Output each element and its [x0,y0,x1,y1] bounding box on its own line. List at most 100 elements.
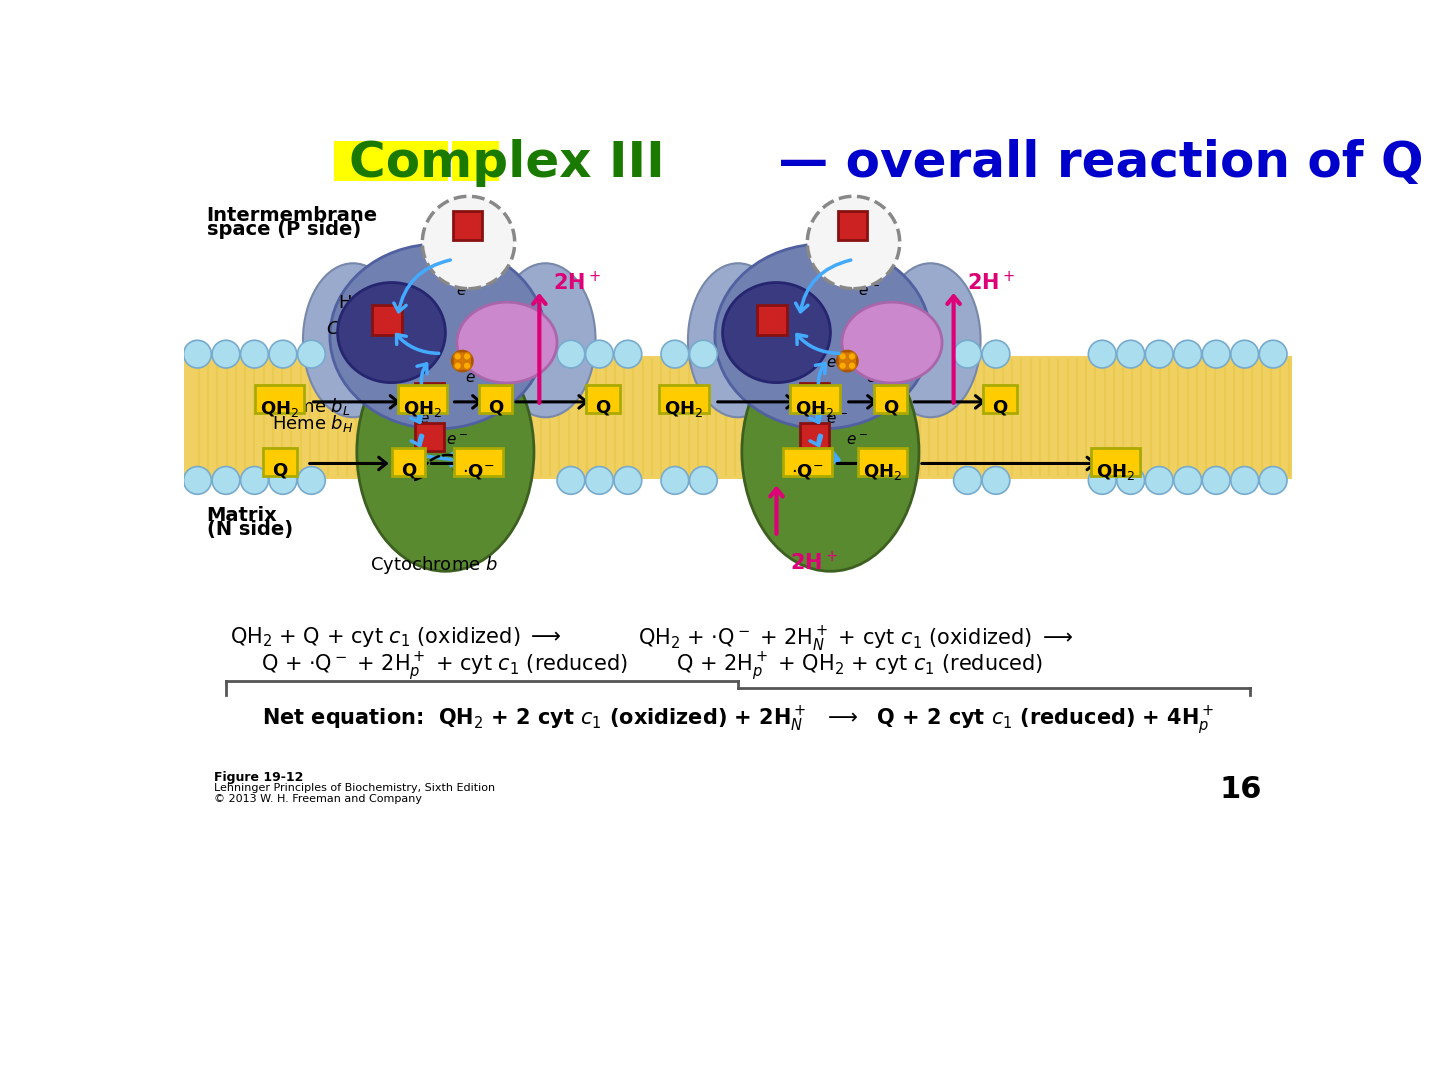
Circle shape [1202,467,1230,495]
FancyBboxPatch shape [454,211,482,240]
Circle shape [1260,341,1287,368]
FancyBboxPatch shape [452,141,500,181]
FancyBboxPatch shape [1090,448,1140,476]
Text: Q + $\cdot$Q$^-$ + 2H$^+_p$ + cyt $c_1$ (reduced): Q + $\cdot$Q$^-$ + 2H$^+_p$ + cyt $c_1$ … [261,650,628,683]
Circle shape [240,341,268,368]
Circle shape [613,467,642,495]
Text: Q: Q [883,398,899,417]
Text: Net equation:  QH$_2$ + 2 cyt $c_1$ (oxidized) + 2H$^+_N$  $\longrightarrow$  Q : Net equation: QH$_2$ + 2 cyt $c_1$ (oxid… [262,705,1214,737]
Circle shape [269,467,297,495]
Text: $e^-$: $e^-$ [825,356,848,371]
Circle shape [464,352,471,360]
FancyBboxPatch shape [334,141,448,181]
Ellipse shape [723,283,831,382]
Text: QH$_2$: QH$_2$ [795,398,835,419]
Circle shape [982,467,1009,495]
Circle shape [269,341,297,368]
Text: Q + 2H$^+_p$ + QH$_2$ + cyt $c_1$ (reduced): Q + 2H$^+_p$ + QH$_2$ + cyt $c_1$ (reduc… [677,650,1044,683]
FancyBboxPatch shape [660,384,708,412]
Circle shape [454,362,462,369]
FancyBboxPatch shape [858,448,907,476]
Text: $e^-$: $e^-$ [847,433,868,448]
Text: $e^-$: $e^-$ [825,412,848,427]
FancyBboxPatch shape [586,384,621,412]
Text: 2H$^+$: 2H$^+$ [791,550,838,574]
Text: Matrix: Matrix [207,506,278,525]
Ellipse shape [880,263,981,418]
Circle shape [661,467,688,495]
Text: — overall reaction of Q cycle: — overall reaction of Q cycle [762,139,1440,187]
FancyBboxPatch shape [373,305,402,335]
FancyBboxPatch shape [801,423,829,451]
Ellipse shape [714,244,930,428]
Text: $e^-$: $e^-$ [865,371,887,386]
Text: Complex III: Complex III [348,139,665,187]
Circle shape [1089,467,1116,495]
Circle shape [464,362,471,369]
Text: Intermembrane: Intermembrane [207,206,377,225]
FancyBboxPatch shape [454,448,503,476]
Ellipse shape [302,263,403,418]
Text: 2H$^+$: 2H$^+$ [553,271,600,295]
Text: Heme $c_1$: Heme $c_1$ [337,292,415,313]
Text: space (P side): space (P side) [207,221,361,239]
Circle shape [837,351,857,371]
Ellipse shape [842,302,942,383]
Text: QH$_2$: QH$_2$ [403,398,442,419]
Text: (N side): (N side) [207,521,292,540]
Text: © 2013 W. H. Freeman and Company: © 2013 W. H. Freeman and Company [215,794,422,804]
Text: $e^-$: $e^-$ [446,433,468,448]
Circle shape [1174,467,1201,495]
Circle shape [1145,467,1174,495]
FancyBboxPatch shape [397,384,446,412]
Text: Figure 19-12: Figure 19-12 [215,771,304,784]
Circle shape [848,362,855,369]
Text: Q: Q [488,398,503,417]
Circle shape [422,196,514,289]
Text: $e^-$: $e^-$ [858,284,880,299]
Ellipse shape [357,333,534,571]
FancyBboxPatch shape [415,382,444,411]
Circle shape [1089,341,1116,368]
Circle shape [298,467,325,495]
Text: QH$_2$: QH$_2$ [863,462,903,482]
Text: 16: 16 [1220,775,1261,804]
Ellipse shape [495,263,596,418]
Circle shape [1117,341,1145,368]
Text: $e^-$: $e^-$ [465,371,487,386]
Circle shape [557,341,585,368]
Circle shape [586,341,613,368]
Text: QH$_2$: QH$_2$ [261,398,300,419]
Ellipse shape [688,263,788,418]
Text: QH$_2$: QH$_2$ [1096,462,1135,482]
Text: $e^-$: $e^-$ [456,284,478,299]
Circle shape [298,341,325,368]
Text: QH$_2$: QH$_2$ [664,398,704,419]
Text: $e^-$: $e^-$ [419,412,441,427]
FancyBboxPatch shape [783,448,832,476]
Ellipse shape [337,283,445,382]
Text: Q: Q [596,398,611,417]
Circle shape [212,467,240,495]
FancyBboxPatch shape [392,448,425,476]
Circle shape [848,352,855,360]
Circle shape [557,467,585,495]
FancyBboxPatch shape [255,384,304,412]
Ellipse shape [330,244,546,428]
Circle shape [452,351,472,371]
FancyBboxPatch shape [838,211,867,240]
FancyBboxPatch shape [791,384,840,412]
Circle shape [613,341,642,368]
Circle shape [1174,341,1201,368]
Circle shape [1202,341,1230,368]
FancyBboxPatch shape [757,305,788,335]
Text: 2Fe-2S: 2Fe-2S [461,343,517,361]
Circle shape [953,341,981,368]
Ellipse shape [742,333,919,571]
Text: $\cdot$Q$^{-}$: $\cdot$Q$^{-}$ [462,462,495,481]
Circle shape [1145,341,1174,368]
Circle shape [1231,467,1259,495]
Circle shape [1117,467,1145,495]
Text: Heme $b_L$: Heme $b_L$ [272,396,351,418]
Circle shape [183,467,212,495]
